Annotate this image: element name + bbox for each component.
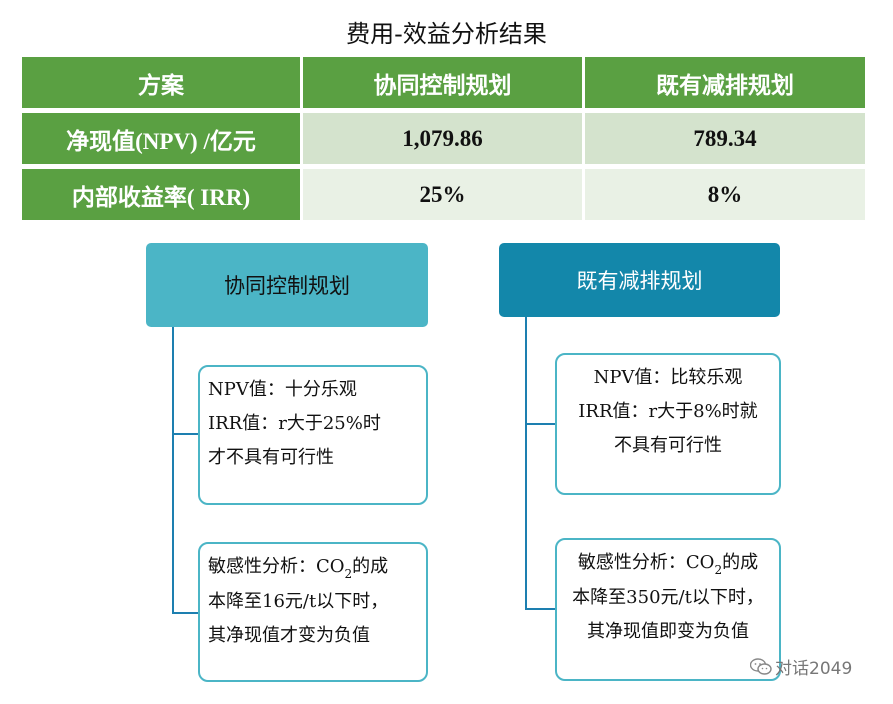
table-row: 内部收益率( IRR) 25% 8% bbox=[22, 169, 865, 220]
table-cell: 25% bbox=[303, 169, 582, 220]
left-npv-irr-box: NPV值：十分乐观 IRR值：r大于25%时 才不具有可行性 bbox=[198, 365, 428, 505]
table-header-row: 方案 协同控制规划 既有减排规划 bbox=[22, 57, 865, 108]
wechat-icon bbox=[750, 657, 772, 675]
note-line: IRR值：r大于8%时就 bbox=[578, 401, 758, 422]
note-text: 的成 bbox=[722, 552, 759, 573]
note-line: NPV值：比较乐观 bbox=[593, 367, 743, 388]
table-header-cell: 方案 bbox=[22, 57, 300, 108]
table-cell: 789.34 bbox=[585, 113, 865, 164]
note-text: 的成 bbox=[352, 556, 389, 577]
note-line: 其净现值才变为负值 bbox=[208, 625, 370, 646]
left-sensitivity-box: 敏感性分析：CO2的成 本降至16元/t以下时， 其净现值才变为负值 bbox=[198, 542, 428, 682]
table-row: 净现值(NPV) /亿元 1,079.86 789.34 bbox=[22, 113, 865, 164]
row-label: 净现值(NPV) /亿元 bbox=[22, 113, 300, 164]
note-text: 敏感性分析：CO bbox=[577, 552, 715, 573]
right-npv-irr-box: NPV值：比较乐观 IRR值：r大于8%时就 不具有可行性 bbox=[555, 353, 781, 495]
left-connector-branch bbox=[172, 433, 199, 435]
note-line: 敏感性分析：CO2的成 bbox=[559, 546, 777, 581]
left-plan-header: 协同控制规划 bbox=[146, 243, 428, 327]
watermark-text: 对话2049 bbox=[775, 659, 853, 679]
note-line: 其净现值即变为负值 bbox=[587, 621, 749, 642]
note-line: NPV值：十分乐观 bbox=[208, 379, 357, 400]
subscript: 2 bbox=[714, 563, 723, 577]
row-label: 内部收益率( IRR) bbox=[22, 169, 300, 220]
right-connector-branch bbox=[525, 608, 555, 610]
watermark: 对话2049 bbox=[750, 654, 852, 679]
table-header-cell: 协同控制规划 bbox=[303, 57, 582, 108]
right-connector-branch bbox=[525, 423, 555, 425]
left-connector-branch bbox=[172, 612, 199, 614]
table-cell: 8% bbox=[585, 169, 865, 220]
left-connector-vertical bbox=[172, 327, 174, 614]
cost-benefit-table: 方案 协同控制规划 既有减排规划 净现值(NPV) /亿元 1,079.86 7… bbox=[22, 57, 865, 220]
note-line: 本降至350元/t以下时， bbox=[572, 587, 764, 608]
table-cell: 1,079.86 bbox=[303, 113, 582, 164]
table-header-cell: 既有减排规划 bbox=[585, 57, 865, 108]
note-line: 才不具有可行性 bbox=[208, 447, 334, 468]
note-line: 敏感性分析：CO2的成 bbox=[208, 550, 418, 585]
right-connector-vertical bbox=[525, 317, 527, 610]
right-plan-header: 既有减排规划 bbox=[499, 243, 780, 317]
note-line: IRR值：r大于25%时 bbox=[208, 413, 381, 434]
right-sensitivity-box: 敏感性分析：CO2的成 本降至350元/t以下时， 其净现值即变为负值 bbox=[555, 538, 781, 681]
note-text: 敏感性分析：CO bbox=[208, 556, 345, 577]
note-line: 不具有可行性 bbox=[614, 435, 722, 456]
subscript: 2 bbox=[344, 567, 353, 581]
note-line: 本降至16元/t以下时， bbox=[208, 591, 389, 612]
page-title: 费用-效益分析结果 bbox=[346, 20, 547, 48]
